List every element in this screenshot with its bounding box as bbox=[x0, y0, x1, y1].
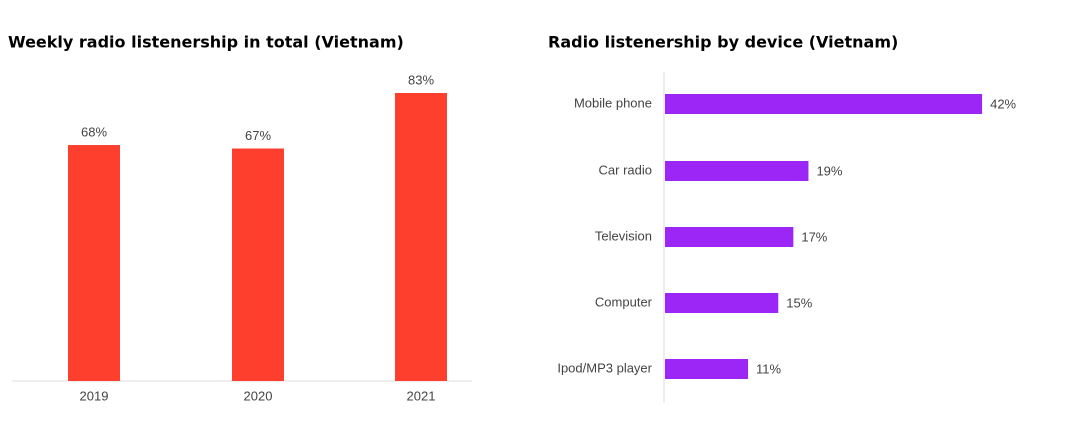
x-tick-label: 2020 bbox=[244, 388, 273, 403]
data-label: 68% bbox=[81, 124, 107, 139]
bar bbox=[665, 293, 779, 313]
data-label: 11% bbox=[756, 361, 781, 376]
chart-title: Radio listenership by device (Vietnam) bbox=[548, 33, 898, 52]
bar bbox=[665, 161, 809, 181]
data-label: 19% bbox=[816, 163, 842, 178]
y-tick-label: Television bbox=[595, 228, 652, 243]
bar bbox=[665, 94, 983, 114]
bar bbox=[665, 359, 749, 379]
y-tick-label: Mobile phone bbox=[574, 95, 652, 110]
x-tick-label: 2019 bbox=[80, 388, 109, 403]
y-tick-label: Computer bbox=[595, 294, 653, 309]
chart-title: Weekly radio listenership in total (Viet… bbox=[8, 33, 404, 52]
y-tick-label: Ipod/MP3 player bbox=[557, 360, 652, 375]
data-label: 15% bbox=[786, 295, 812, 310]
data-label: 83% bbox=[408, 72, 434, 87]
data-label: 42% bbox=[990, 96, 1016, 111]
bar bbox=[665, 227, 794, 247]
y-tick-label: Car radio bbox=[599, 162, 652, 177]
x-tick-label: 2021 bbox=[407, 388, 436, 403]
bar bbox=[68, 145, 120, 381]
bar bbox=[395, 92, 447, 382]
data-label: 17% bbox=[801, 229, 827, 244]
data-label: 67% bbox=[245, 128, 271, 143]
bar bbox=[232, 148, 284, 381]
